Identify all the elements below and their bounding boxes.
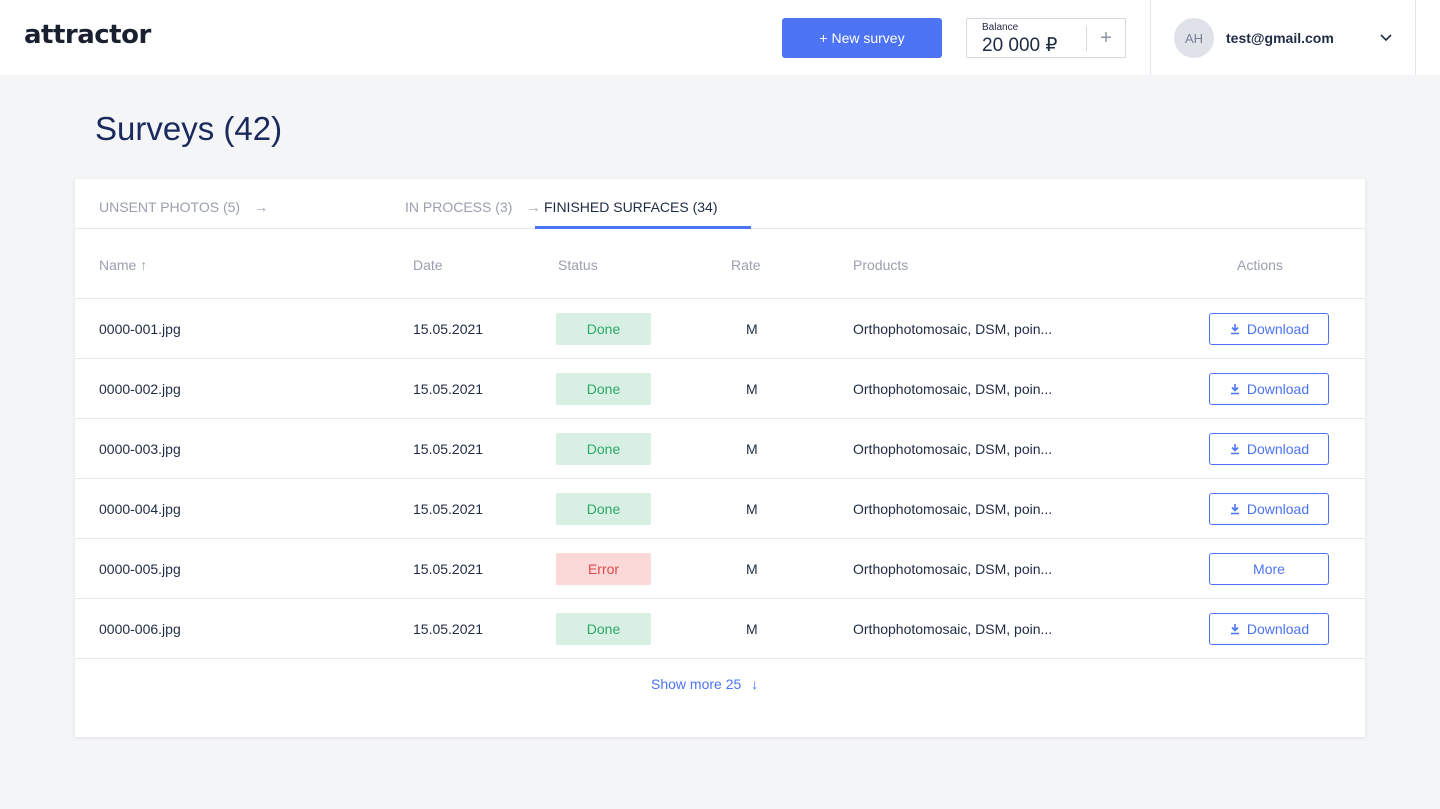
row-date: 15.05.2021 (413, 561, 484, 577)
row-name: 0000-004.jpg (99, 501, 181, 517)
table-row: 0000-003.jpg 15.05.2021 Done M Orthophot… (75, 419, 1365, 479)
row-date: 15.05.2021 (413, 501, 484, 517)
row-date: 15.05.2021 (413, 381, 484, 397)
download-label: Download (1246, 501, 1310, 517)
download-icon (1230, 384, 1239, 395)
status-badge: Done (556, 373, 651, 405)
row-products: Orthophotomosaic, DSM, poin... (853, 561, 1053, 577)
chevron-down-icon[interactable] (1378, 30, 1394, 46)
row-date: 15.05.2021 (413, 441, 484, 457)
user-email[interactable]: test@gmail.com (1226, 30, 1334, 46)
download-icon (1230, 444, 1239, 455)
balance-widget: Balance 20 000 ₽ + (966, 18, 1126, 58)
logo[interactable]: attractor (24, 20, 151, 50)
row-rate: M (746, 501, 758, 517)
tab-in-process[interactable]: IN PROCESS (3) → (405, 199, 540, 215)
row-rate: M (746, 561, 758, 577)
page-title: Surveys (42) (95, 110, 283, 147)
top-header: attractor + New survey Balance 20 000 ₽ … (0, 0, 1440, 75)
status-badge: Done (556, 313, 651, 345)
row-rate: M (746, 621, 758, 637)
add-balance-button[interactable]: + (1100, 26, 1112, 49)
table-header: Name ↑ Date Status Rate Products Actions (75, 229, 1365, 299)
row-rate: M (746, 381, 758, 397)
row-date: 15.05.2021 (413, 621, 484, 637)
header-divider (1150, 0, 1151, 75)
download-icon (1230, 324, 1239, 335)
tab-label: FINISHED SURFACES (34) (544, 199, 718, 215)
row-rate: M (746, 441, 758, 457)
header-divider (1415, 0, 1416, 75)
active-tab-indicator (535, 226, 751, 229)
download-button[interactable]: Download (1209, 313, 1329, 345)
show-more-label: Show more 25 (651, 676, 742, 692)
balance-divider (1086, 26, 1087, 51)
row-products: Orthophotomosaic, DSM, poin... (853, 381, 1053, 397)
surveys-card: UNSENT PHOTOS (5) → IN PROCESS (3) → FIN… (75, 179, 1365, 737)
row-name: 0000-002.jpg (99, 381, 181, 397)
show-more-button[interactable]: Show more 25 ↓ (651, 676, 758, 692)
table-row: 0000-006.jpg 15.05.2021 Done M Orthophot… (75, 599, 1365, 659)
download-button[interactable]: Download (1209, 433, 1329, 465)
download-button[interactable]: Download (1209, 613, 1329, 645)
arrow-right-icon: → (526, 199, 541, 215)
column-header-products: Products (853, 257, 909, 273)
row-name: 0000-003.jpg (99, 441, 181, 457)
status-badge: Done (556, 613, 651, 645)
tab-finished-surfaces[interactable]: FINISHED SURFACES (34) (544, 199, 717, 215)
more-button[interactable]: More (1209, 553, 1329, 585)
download-label: Download (1246, 381, 1310, 397)
download-button[interactable]: Download (1209, 493, 1329, 525)
table-row: 0000-005.jpg 15.05.2021 Error M Orthopho… (75, 539, 1365, 599)
row-name: 0000-006.jpg (99, 621, 181, 637)
column-header-actions: Actions (1237, 257, 1283, 273)
column-header-date: Date (413, 257, 443, 273)
row-date: 15.05.2021 (413, 321, 484, 337)
tab-label: IN PROCESS (3) (405, 199, 513, 215)
more-label: More (1253, 561, 1285, 577)
arrow-right-icon: → (254, 199, 269, 215)
row-products: Orthophotomosaic, DSM, poin... (853, 321, 1053, 337)
status-badge: Error (556, 553, 651, 585)
status-badge: Done (556, 493, 651, 525)
download-label: Download (1246, 621, 1310, 637)
column-header-status: Status (558, 257, 598, 273)
balance-value: 20 000 ₽ (982, 35, 1058, 56)
row-products: Orthophotomosaic, DSM, poin... (853, 621, 1053, 637)
tab-unsent-photos[interactable]: UNSENT PHOTOS (5) → (99, 199, 268, 215)
avatar[interactable]: AH (1174, 18, 1214, 58)
download-icon (1230, 504, 1239, 515)
download-label: Download (1246, 321, 1310, 337)
column-header-name[interactable]: Name ↑ (99, 257, 148, 273)
row-products: Orthophotomosaic, DSM, poin... (853, 441, 1053, 457)
table-row: 0000-002.jpg 15.05.2021 Done M Orthophot… (75, 359, 1365, 419)
row-name: 0000-001.jpg (99, 321, 181, 337)
row-name: 0000-005.jpg (99, 561, 181, 577)
download-icon (1230, 624, 1239, 635)
balance-label: Balance (982, 22, 1019, 33)
download-label: Download (1246, 441, 1310, 457)
row-rate: M (746, 321, 758, 337)
row-products: Orthophotomosaic, DSM, poin... (853, 501, 1053, 517)
arrow-down-icon: ↓ (751, 676, 759, 692)
download-button[interactable]: Download (1209, 373, 1329, 405)
table-row: 0000-001.jpg 15.05.2021 Done M Orthophot… (75, 299, 1365, 359)
tab-label: UNSENT PHOTOS (5) (99, 199, 241, 215)
table-row: 0000-004.jpg 15.05.2021 Done M Orthophot… (75, 479, 1365, 539)
column-header-rate: Rate (731, 257, 761, 273)
tabs-bar: UNSENT PHOTOS (5) → IN PROCESS (3) → FIN… (75, 179, 1365, 229)
new-survey-button[interactable]: + New survey (782, 18, 942, 58)
status-badge: Done (556, 433, 651, 465)
